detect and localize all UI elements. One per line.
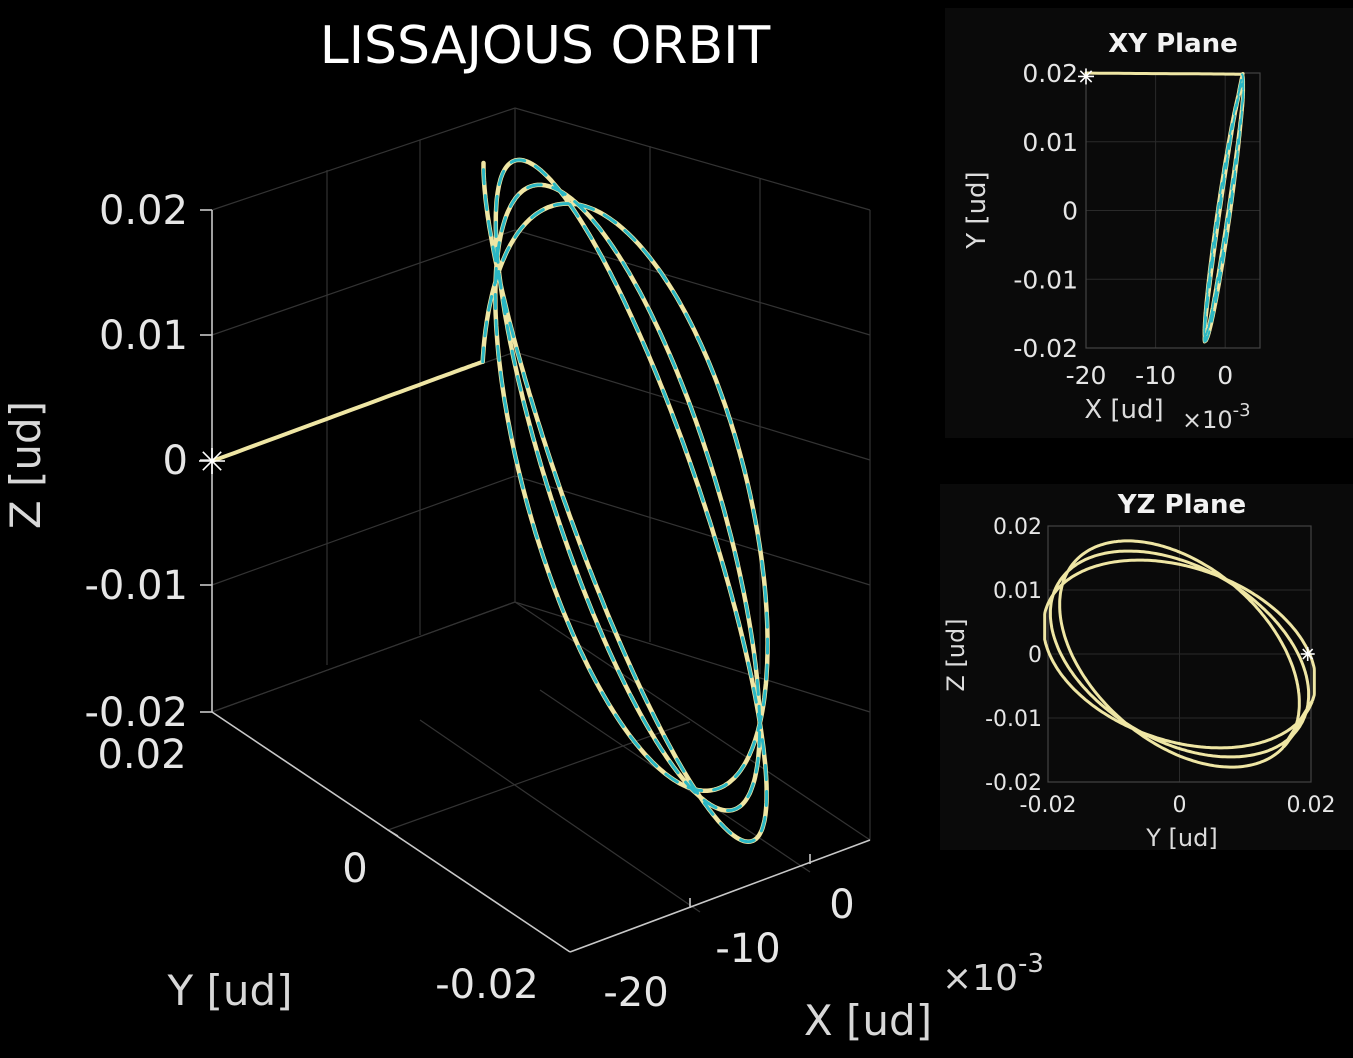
yz-z-tick-label: 0.01 xyxy=(993,579,1042,604)
yz-plane-title: YZ Plane xyxy=(1117,490,1246,520)
orbit-series-solid-yz xyxy=(1043,539,1316,769)
z-axis-label-3d: Z [ud] xyxy=(1,401,50,529)
xy-x-tick-label: -10 xyxy=(1135,361,1176,390)
xy-panel-backdrop xyxy=(945,8,1353,438)
x-tick-label-3d: -10 xyxy=(715,926,780,972)
orbit-xy xyxy=(1078,68,1246,344)
ticks-3d: 0.020.010-0.01-0.020.020-0.02 -20-100 xyxy=(85,188,855,1016)
z-tick-label-3d: 0.01 xyxy=(99,313,188,359)
y-axis-label-3d: Y [ud] xyxy=(166,966,292,1015)
orbit-series-dashed-xy xyxy=(1203,72,1245,343)
yz-z-axis-label: Z [ud] xyxy=(942,618,970,691)
orbit-series-dashed-3d xyxy=(481,158,770,844)
xy-x-tick-label: 0 xyxy=(1217,361,1233,390)
z-tick-label-3d: 0 xyxy=(163,438,188,484)
xy-y-tick-label: 0.01 xyxy=(1022,128,1078,157)
panel-3d: 0.020.010-0.01-0.020.020-0.02 -20-100 Z [… xyxy=(1,107,1044,1045)
x-tick-label-3d: 0 xyxy=(829,882,854,928)
yz-z-tick-label: -0.02 xyxy=(985,771,1042,796)
panel-yz: 0.02 0.01 0 -0.01 -0.02-0.02 0 0.02 YZ Plane Z… xyxy=(940,484,1353,852)
y-tick-label-3d: 0.02 xyxy=(97,732,186,778)
xy-y-tick-label: -0.01 xyxy=(1013,265,1078,294)
yz-y-tick-label: 0 xyxy=(1173,793,1187,818)
xy-y-axis-label: Y [ud] xyxy=(962,171,992,249)
yz-y-tick-label: -0.02 xyxy=(1020,793,1077,818)
xy-y-tick-label: 0 xyxy=(1062,197,1078,226)
yz-y-axis-label: Y [ud] xyxy=(1145,824,1217,852)
orbit-yz xyxy=(1043,539,1316,769)
transfer-trajectory-3d xyxy=(210,359,485,463)
yz-z-tick-label: -0.01 xyxy=(985,707,1042,732)
xy-y-tick-label: 0.02 xyxy=(1022,59,1078,88)
xy-x-axis-label: X [ud] xyxy=(1084,395,1163,425)
panel-xy: 0.02 0.01 0 -0.01 -0.02-20 -10 0 XY Plane Y [u… xyxy=(945,8,1353,438)
transfer-trajectory-xy xyxy=(1084,71,1244,76)
ticks-xy: 0.02 0.01 0 -0.01 -0.02-20 -10 0 xyxy=(1013,59,1233,390)
yz-z-tick-label: 0.02 xyxy=(993,515,1042,540)
yz-y-tick-label: 0.02 xyxy=(1287,793,1336,818)
xy-plane-title: XY Plane xyxy=(1108,29,1238,59)
y-tick-label-3d: 0 xyxy=(342,846,367,892)
xy-x-tick-label: -20 xyxy=(1066,361,1107,390)
xy-y-tick-label: -0.02 xyxy=(1013,334,1078,363)
axes-3d xyxy=(200,209,871,953)
y-tick-label-3d: -0.02 xyxy=(435,962,539,1008)
xy-x-exponent: ×10-3 xyxy=(1182,400,1251,434)
x-axis-label-3d: X [ud] xyxy=(804,996,932,1045)
z-tick-label-3d: -0.01 xyxy=(85,563,189,609)
yz-z-tick-label: 0 xyxy=(1028,643,1042,668)
grid-3d xyxy=(211,107,871,913)
start-marker-xy xyxy=(1078,68,1094,85)
start-marker-3d xyxy=(199,448,225,474)
ticks-yz: 0.02 0.01 0 -0.01 -0.02-0.02 0 0.02 xyxy=(985,515,1335,818)
start-marker-yz xyxy=(1300,647,1315,661)
yz-panel-backdrop xyxy=(940,484,1353,850)
x-exponent-3d: ×10-3 xyxy=(942,949,1044,999)
figure-title: LISSAJOUS ORBIT xyxy=(319,16,771,76)
orbit-3d xyxy=(199,157,770,844)
z-tick-label-3d: -0.02 xyxy=(85,690,189,736)
z-tick-label-3d: 0.02 xyxy=(99,188,188,234)
title-backdrop xyxy=(230,8,860,84)
x-tick-label-3d: -20 xyxy=(603,970,668,1016)
